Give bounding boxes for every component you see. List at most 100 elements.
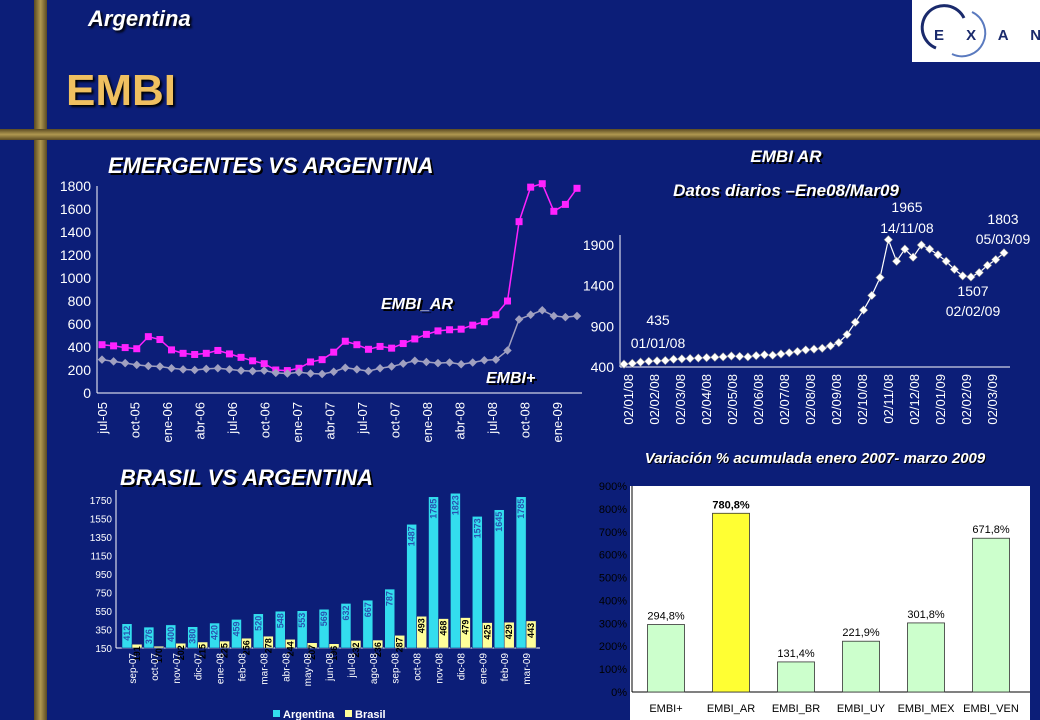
chart3-bar — [493, 509, 505, 649]
chart1-point — [98, 341, 106, 349]
chart1-point — [398, 359, 408, 368]
chart2-xtick: 02/01/08 — [621, 374, 636, 425]
chart1-point — [260, 360, 268, 368]
chart2-annotation-date: 14/11/08 — [880, 220, 934, 236]
chart3-bar — [231, 619, 242, 649]
chart3-xtick: dic-08 — [456, 653, 467, 681]
chart3-bar — [416, 616, 427, 649]
chart3-data-label: 1645 — [494, 512, 504, 532]
chart4-bar — [647, 624, 685, 693]
chart2-point — [817, 343, 827, 353]
chart1-ytick: 200 — [68, 362, 92, 378]
chart1-point — [538, 305, 547, 315]
chart3-ytick: 950 — [95, 570, 112, 581]
chart2-point — [743, 352, 753, 362]
chart3-xtick: ago-08 — [369, 653, 380, 685]
chart3-bar — [460, 617, 471, 649]
chart1-point — [550, 207, 558, 215]
chart1-point — [491, 355, 501, 364]
chart2-title: EMBI AR — [750, 147, 822, 166]
chart3-xtick: feb-09 — [500, 653, 511, 682]
chart1-point — [248, 366, 257, 376]
chart1-point — [388, 344, 396, 352]
chart1-point — [167, 364, 176, 373]
chart1-point — [515, 218, 523, 226]
chart3-xtick: dic-07 — [194, 653, 205, 681]
chart1-point — [120, 358, 130, 368]
chart3-title: BRASIL VS ARGENTINA — [120, 465, 373, 490]
chart1-point — [376, 342, 384, 350]
chart3-data-label: 429 — [504, 624, 514, 639]
chart1-point — [364, 366, 373, 376]
chart1-point — [178, 365, 188, 374]
chart1-point — [457, 325, 465, 333]
chart1-point — [364, 345, 372, 353]
chart1-point — [503, 297, 511, 305]
chart4-ytick: 600% — [599, 550, 627, 562]
chart1-point — [202, 364, 211, 374]
chart1-point — [179, 349, 187, 357]
chart2-xtick: 02/09/08 — [829, 374, 844, 425]
chart3-title-shadow: BRASIL VS ARGENTINA — [122, 467, 375, 492]
chart3-xtick: ene-08 — [216, 653, 227, 685]
chart2-point — [925, 244, 935, 254]
chart3-bar — [275, 610, 286, 649]
chart1-point — [352, 365, 362, 374]
chart3-bar — [296, 610, 308, 649]
chart2-point — [858, 305, 869, 315]
chart2-xtick: 02/05/08 — [725, 374, 740, 425]
chart2-point — [875, 272, 885, 283]
chart3-data-label: 170 — [154, 648, 164, 663]
chart2-xtick: 02/03/09 — [985, 374, 1000, 425]
chart4-bar — [907, 622, 945, 693]
chart4-ytick: 200% — [599, 641, 627, 653]
chart2-annotation-value: 1507 — [957, 283, 988, 299]
chart2-point — [908, 252, 918, 262]
chart3-bar — [241, 637, 252, 649]
chart4-data-label: 221,9% — [842, 627, 880, 639]
chart2-point — [685, 353, 695, 364]
chart2-point — [660, 355, 670, 366]
chart4-xtick: EMBI_MEX — [898, 703, 956, 715]
chart1-point — [526, 310, 535, 320]
chart4-data-label: 301,8% — [907, 609, 945, 621]
chart2-xtick: 02/07/08 — [777, 374, 792, 425]
chart1-point — [456, 360, 466, 369]
chart3-bar — [394, 635, 405, 649]
chart4-ytick: 400% — [599, 595, 627, 607]
chart3-bar — [153, 645, 165, 649]
chart2-point — [759, 350, 770, 360]
chart1-point — [121, 344, 129, 352]
chart3-data-label: 553 — [297, 613, 307, 628]
chart3-data-label: 443 — [526, 623, 536, 638]
chart2-xtick: 02/01/09 — [933, 374, 948, 425]
chart3-data-label: 1573 — [472, 518, 482, 538]
chart3-data-label: 520 — [253, 616, 263, 631]
chart1-point — [468, 358, 477, 367]
chart1-point — [411, 335, 419, 343]
chart3-legend-label: Argentina — [283, 709, 335, 720]
chart1-point — [110, 342, 118, 350]
chart3-bar — [472, 516, 483, 649]
chart3-data-label: 479 — [460, 620, 470, 635]
chart3-xtick: sep-08 — [391, 653, 402, 684]
chart2-xtick: 02/02/09 — [959, 374, 974, 425]
chart1-point — [353, 341, 361, 349]
chart3-ytick: 750 — [95, 589, 112, 600]
chart3-bar — [372, 639, 384, 649]
chart1-xtick: oct-05 — [128, 402, 143, 438]
chart1-point — [225, 350, 233, 358]
chart3-bar — [482, 622, 493, 649]
chart2-point — [751, 351, 761, 361]
chart4-xtick: EMBI_VEN — [963, 703, 1019, 715]
chart1-point — [237, 353, 245, 361]
chart3-data-label: 215 — [198, 644, 208, 659]
chart3-data-label: 202 — [176, 645, 186, 660]
chart4-xtick: EMBI_UY — [837, 703, 886, 715]
chart3-ytick: 150 — [95, 644, 112, 655]
chart3-ytick: 1350 — [90, 533, 113, 544]
chart3-data-label: 787 — [385, 591, 395, 606]
chart2-point — [999, 248, 1009, 258]
